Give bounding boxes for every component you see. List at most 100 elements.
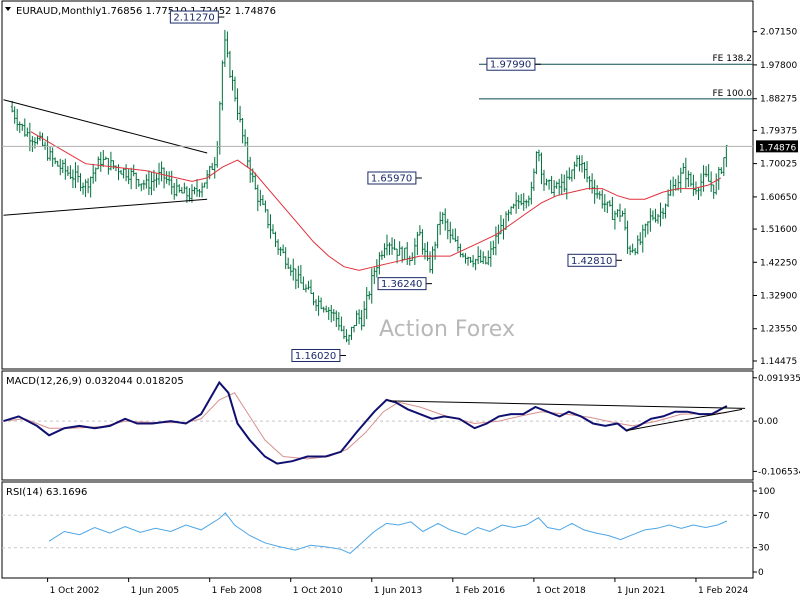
price-bar (175, 178, 178, 197)
price-bar (236, 88, 239, 121)
price-bar (233, 76, 237, 102)
price-bar (86, 178, 90, 194)
price-bar (606, 201, 609, 214)
svg-text:1.65970: 1.65970 (371, 173, 412, 184)
price-bar (616, 209, 619, 218)
svg-text:1.97990: 1.97990 (490, 60, 531, 71)
price-bar (269, 214, 272, 239)
price-bar (692, 174, 695, 196)
price-bar (122, 168, 125, 179)
price-plot: 2.07150 1.97800 1.88275 1.79375 1.70025 1.606… (2, 10, 798, 367)
price-bar (324, 305, 328, 313)
price-bar (395, 248, 399, 264)
price-bar (383, 243, 386, 258)
x-axis-label: 1 Oct 2018 (536, 586, 586, 596)
price-bar (590, 173, 594, 194)
price-bar (256, 184, 260, 212)
price-bar (56, 160, 59, 167)
price-bar (89, 176, 92, 198)
price-bar (302, 276, 305, 290)
price-bar (71, 169, 75, 189)
price-bar (639, 232, 642, 246)
price-bar (492, 240, 495, 256)
rsi-panel[interactable] (1, 481, 754, 579)
price-bar (281, 244, 285, 254)
price-bar (722, 157, 726, 176)
price-trendline (3, 198, 208, 216)
macd-line (3, 380, 728, 465)
price-bar (21, 123, 24, 131)
dropdown-triangle-icon[interactable] (5, 7, 11, 11)
macd-axis-label: -0.106534 (758, 467, 800, 477)
price-bar (482, 251, 485, 265)
price-bar (646, 221, 650, 235)
svg-text:2.11270: 2.11270 (173, 13, 214, 24)
price-bar (198, 189, 201, 198)
price-bar (59, 158, 62, 176)
price-bar (550, 175, 553, 194)
price-bar (312, 292, 315, 306)
macd-signal-line (3, 392, 727, 460)
price-bar (317, 295, 320, 316)
price-bar (61, 159, 64, 173)
price-bar (530, 181, 533, 205)
price-bar (725, 144, 728, 168)
price-bar (459, 243, 462, 258)
price-bar (345, 329, 348, 343)
price-bar (357, 309, 361, 325)
price-bar (284, 247, 287, 270)
price-bar (228, 50, 232, 78)
x-axis-label: 1 Feb 2024 (698, 586, 749, 596)
price-bar (99, 151, 102, 172)
price-bar (137, 178, 140, 187)
price-bar (309, 279, 313, 294)
price-bar (337, 312, 341, 331)
price-bar (588, 175, 591, 190)
price-bar (464, 253, 467, 264)
price-bar (461, 252, 465, 258)
price-bar (585, 161, 589, 183)
price-bar (449, 221, 452, 244)
price-bar (26, 127, 29, 137)
price-bar (289, 264, 292, 276)
price-bar (520, 193, 523, 206)
price-bar (97, 156, 100, 170)
rsi-plot: 100 70 30 0 (2, 487, 775, 578)
price-bar (618, 203, 622, 222)
price-bar (552, 179, 556, 198)
macd-axis-label: 0.00 (758, 417, 778, 427)
rsi-label: RSI(14) 63.1696 (6, 487, 87, 498)
price-bar (155, 173, 158, 188)
price-bar (195, 179, 199, 197)
price-bar (720, 167, 723, 174)
price-panel[interactable] (1, 0, 754, 370)
price-bar (193, 186, 196, 195)
price-bar (205, 170, 209, 189)
price-bar (314, 299, 318, 311)
price-bar (709, 171, 713, 192)
price-bar (129, 167, 133, 190)
price-bar (15, 108, 19, 131)
price-axis-label: 2.07150 (760, 28, 797, 38)
rsi-axis-label: 30 (758, 544, 770, 554)
price-axis-label: 1.32900 (760, 292, 797, 302)
price-bar (241, 117, 244, 144)
price-bar (330, 304, 333, 323)
svg-text:1.74876: 1.74876 (759, 143, 796, 153)
price-axis-label: 1.23550 (760, 325, 797, 335)
price-bar (307, 280, 310, 290)
price-bar (335, 310, 338, 328)
price-bar (53, 157, 57, 165)
price-bar (644, 223, 647, 238)
price-bar (626, 220, 629, 254)
price-bar (266, 209, 270, 229)
price-bar (514, 192, 518, 214)
price-bar (565, 170, 568, 200)
price-bar (471, 254, 475, 268)
price-bar (476, 246, 480, 265)
price-bar (373, 267, 376, 285)
macd-trendline (626, 408, 743, 432)
price-bar (641, 224, 644, 253)
